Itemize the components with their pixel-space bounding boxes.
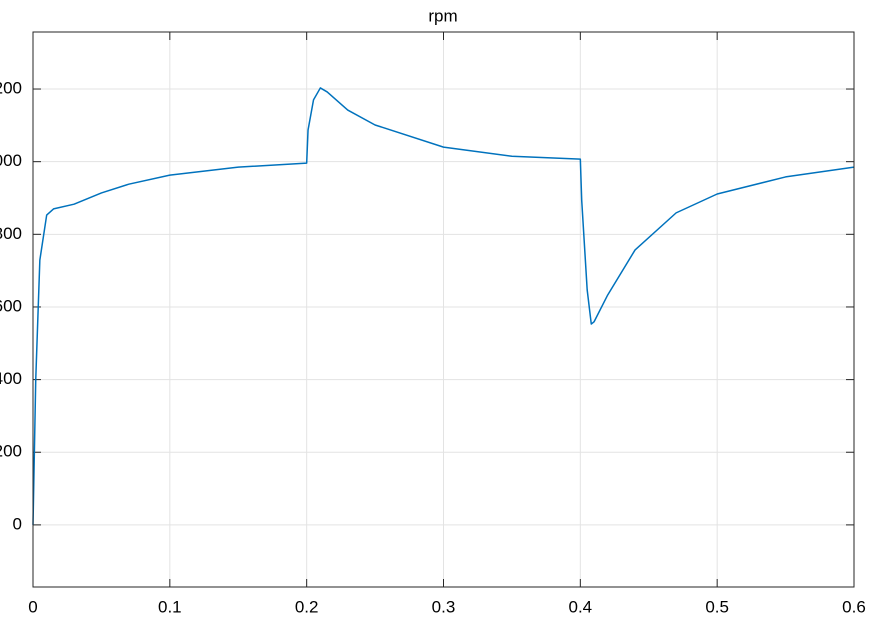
lines [32, 87, 855, 525]
y-tick-label: 400 [0, 369, 22, 388]
y-tick-label: 600 [0, 296, 22, 315]
chart-title: rpm [428, 6, 457, 25]
series-line [32, 87, 855, 525]
grid [32, 32, 855, 587]
y-tick-label: 0 [13, 514, 22, 533]
y-tick-label: 1200 [0, 79, 22, 98]
x-tick-label: 0 [28, 597, 37, 616]
y-tick-label: 200 [0, 442, 22, 461]
x-tick-label: 0.1 [158, 597, 182, 616]
x-tick-label: 0.4 [569, 597, 593, 616]
y-tick-label: 1000 [0, 151, 22, 170]
x-tick-label: 0.5 [705, 597, 729, 616]
ticks: 0 0.1 0.2 0.3 0.4 0.5 0.6 0 200 400 600 800 1000 1200 [0, 32, 866, 616]
x-tick-label: 0.6 [842, 597, 866, 616]
y-tick-label: 800 [0, 224, 22, 243]
axes-box [32, 31, 855, 588]
x-tick-label: 0.3 [432, 597, 456, 616]
x-tick-label: 0.2 [295, 597, 319, 616]
